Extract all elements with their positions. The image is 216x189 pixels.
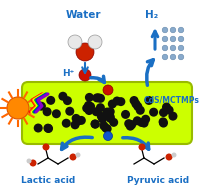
Circle shape (113, 97, 122, 105)
Circle shape (99, 121, 108, 130)
Circle shape (96, 94, 105, 103)
Circle shape (106, 112, 115, 121)
Circle shape (126, 122, 135, 131)
Circle shape (170, 45, 176, 51)
Circle shape (133, 102, 142, 111)
Circle shape (106, 107, 115, 116)
Circle shape (84, 101, 93, 110)
Circle shape (76, 153, 81, 157)
Text: Pyruvic acid: Pyruvic acid (127, 176, 189, 185)
Circle shape (165, 153, 173, 160)
Circle shape (149, 108, 158, 117)
Circle shape (37, 102, 46, 111)
Circle shape (116, 97, 125, 106)
Circle shape (27, 159, 32, 163)
Circle shape (170, 27, 176, 33)
Circle shape (162, 54, 168, 60)
Circle shape (63, 96, 72, 105)
Circle shape (71, 120, 79, 129)
Circle shape (178, 36, 184, 42)
Circle shape (165, 106, 174, 115)
Circle shape (170, 54, 176, 60)
Circle shape (159, 117, 168, 126)
Circle shape (91, 120, 100, 129)
Circle shape (92, 107, 101, 116)
Text: Lactic acid: Lactic acid (21, 176, 75, 185)
Circle shape (133, 116, 142, 125)
Text: H⁺: H⁺ (62, 68, 74, 77)
Text: Water: Water (65, 10, 101, 20)
Circle shape (162, 45, 168, 51)
Circle shape (168, 112, 178, 121)
Circle shape (170, 36, 176, 42)
Circle shape (70, 153, 76, 160)
Circle shape (127, 120, 136, 129)
Circle shape (85, 106, 94, 115)
Circle shape (131, 99, 140, 108)
Circle shape (43, 143, 49, 150)
Circle shape (88, 35, 102, 49)
Circle shape (108, 99, 117, 108)
Circle shape (62, 119, 71, 128)
Circle shape (96, 103, 105, 112)
Text: CdS/MCTMPs: CdS/MCTMPs (144, 95, 200, 105)
Circle shape (79, 69, 91, 81)
Circle shape (138, 143, 146, 150)
Circle shape (43, 107, 52, 116)
Circle shape (162, 102, 171, 112)
Circle shape (43, 124, 52, 133)
Circle shape (76, 43, 94, 61)
Circle shape (103, 124, 112, 133)
Circle shape (172, 153, 176, 157)
Circle shape (46, 96, 55, 105)
Circle shape (124, 119, 133, 128)
Circle shape (162, 27, 168, 33)
Circle shape (92, 93, 101, 102)
Circle shape (178, 27, 184, 33)
FancyBboxPatch shape (22, 82, 192, 144)
Circle shape (145, 96, 153, 105)
Circle shape (178, 45, 184, 51)
Circle shape (103, 85, 113, 95)
Circle shape (98, 115, 107, 123)
Circle shape (178, 54, 184, 60)
Circle shape (103, 132, 113, 140)
Circle shape (102, 108, 111, 117)
Circle shape (34, 124, 43, 132)
Circle shape (77, 116, 86, 125)
Circle shape (82, 104, 91, 113)
Circle shape (101, 123, 110, 132)
Circle shape (52, 109, 61, 118)
Circle shape (140, 119, 149, 128)
Circle shape (159, 108, 168, 117)
Circle shape (71, 114, 81, 123)
Circle shape (58, 92, 67, 101)
Circle shape (94, 93, 103, 102)
Circle shape (65, 107, 74, 116)
Circle shape (109, 118, 118, 127)
Circle shape (97, 112, 106, 121)
Circle shape (85, 93, 94, 102)
Circle shape (44, 124, 53, 133)
Circle shape (7, 97, 29, 119)
Circle shape (141, 115, 150, 124)
Circle shape (130, 96, 139, 105)
Text: H₂: H₂ (145, 10, 159, 20)
Circle shape (73, 117, 82, 126)
Circle shape (121, 110, 130, 119)
Circle shape (162, 36, 168, 42)
Circle shape (136, 106, 145, 115)
Circle shape (86, 102, 95, 111)
Circle shape (137, 118, 146, 127)
Circle shape (68, 35, 82, 49)
Circle shape (30, 160, 37, 167)
Circle shape (159, 119, 168, 128)
Circle shape (106, 114, 115, 123)
Circle shape (91, 119, 100, 128)
